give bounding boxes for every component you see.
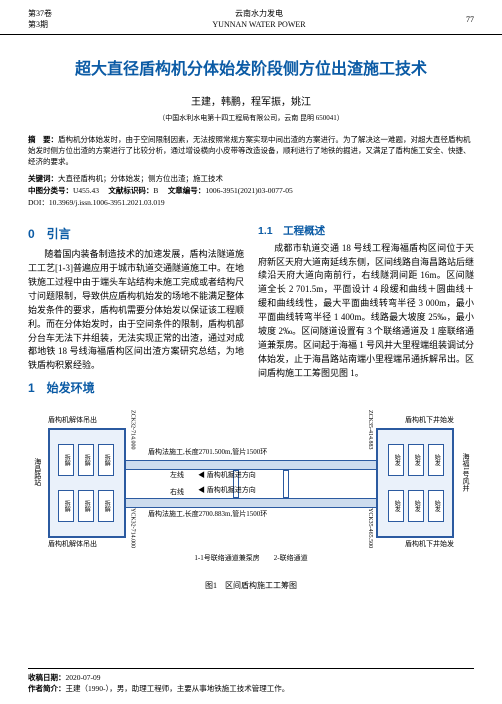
right-column: 1.1 工程概述 成都市轨道交通 18 号线工程海福盾构区间位于天府新区天府大道… bbox=[258, 219, 474, 402]
dir-2-text: 盾构机掘进方向 bbox=[207, 486, 256, 494]
author-bio: 王建（1990-），男，助理工程师，主要从事地铁施工技术管理工作。 bbox=[66, 684, 290, 693]
right-inner-1: 始发 bbox=[428, 444, 444, 476]
header-journal: 云南水力发电 YUNNAN WATER POWER bbox=[212, 8, 305, 30]
figure-legend: 1-1号联络通道兼泵房 2-联络通道 bbox=[28, 554, 474, 564]
section-1-title: 1 始发环境 bbox=[28, 379, 244, 398]
right-inner-2: 始发 bbox=[408, 444, 424, 476]
left-inner-5: 拆解 bbox=[78, 490, 94, 522]
received-date: 2020-07-09 bbox=[66, 673, 101, 682]
meta-block: 关键词：大直径盾构机；分体始发；侧方位出渣；施工技术 中图分类号：U455.43… bbox=[28, 173, 474, 209]
left-inner-4: 拆解 bbox=[58, 490, 74, 522]
arrow-left-line: 左线 bbox=[170, 471, 184, 481]
article-title: 超大直径盾构机分体始发阶段侧方位出渣施工技术 bbox=[28, 59, 474, 81]
y-top-left: ZCK32-714.000 bbox=[128, 410, 136, 450]
volume: 第37卷 bbox=[28, 8, 52, 19]
left-column: 0 引言 随着国内装备制造技术的加速发展，盾构法隧道施工工艺[1-3]普遍应用于… bbox=[28, 219, 244, 402]
station-left-name: 海昌路站 bbox=[32, 458, 42, 486]
received-label: 收稿日期： bbox=[28, 673, 66, 682]
footer: 收稿日期：2020-07-09 作者简介：王建（1990-），男，助理工程师，主… bbox=[28, 668, 474, 694]
tunnel-bottom-label: 盾构法施工,长度2700.883m,管片1500环 bbox=[148, 510, 267, 520]
journal-cn: 云南水力发电 bbox=[212, 8, 305, 19]
y-bot-left: YCK32-714.000 bbox=[128, 508, 136, 548]
figure-1: 拆解 拆解 拆解 拆解 拆解 拆解 始发 始发 始发 始发 始发 始发 盾构机解… bbox=[28, 408, 474, 578]
keywords: 大直径盾构机；分体始发；侧方位出渣；施工技术 bbox=[58, 174, 223, 183]
figure-caption: 图1 区间盾构施工工筹图 bbox=[0, 580, 502, 591]
left-top-label: 盾构机解体吊出 bbox=[48, 416, 97, 426]
right-top-label: 盾构机下井始发 bbox=[405, 416, 454, 426]
journal-en: YUNNAN WATER POWER bbox=[212, 19, 305, 30]
page-number: 77 bbox=[466, 14, 474, 25]
left-inner-6: 拆解 bbox=[98, 490, 114, 522]
left-inner-2: 拆解 bbox=[78, 444, 94, 476]
y-top-right: ZCK35-414.883 bbox=[366, 410, 374, 450]
doccode: B bbox=[153, 186, 158, 195]
section-0-title: 0 引言 bbox=[28, 225, 244, 244]
articleid-label: 文章编号： bbox=[168, 186, 206, 195]
left-inner-3: 拆解 bbox=[98, 444, 114, 476]
issue: 第3期 bbox=[28, 19, 52, 30]
abstract-label: 摘 要： bbox=[28, 135, 58, 144]
articleid: 1006-3951(2021)03-0077-05 bbox=[205, 186, 293, 195]
y-bot-right: YCK35-465.500 bbox=[366, 508, 374, 548]
clc-label: 中图分类号： bbox=[28, 186, 73, 195]
clc: U455.43 bbox=[73, 186, 99, 195]
page-header: 第37卷 第3期 云南水力发电 YUNNAN WATER POWER 77 bbox=[0, 0, 502, 35]
tunnel-top bbox=[126, 460, 376, 470]
section-0-body: 随着国内装备制造技术的加速发展，盾构法隧道施工工艺[1-3]普遍应用于城市轨道交… bbox=[28, 248, 244, 373]
abstract-text: 盾构机分体始发时，由于空间限制因素，无法按照常规方案实现中间出渣的方案进行。为了… bbox=[28, 135, 471, 167]
dir-1: ◀ 盾构机掘进方向 bbox=[198, 471, 256, 481]
keywords-label: 关键词： bbox=[28, 174, 58, 183]
left-bottom-label: 盾构机解体吊出 bbox=[48, 540, 97, 550]
dir-2: ◀ 盾构机掘进方向 bbox=[198, 486, 256, 496]
right-inner-5: 始发 bbox=[408, 490, 424, 522]
right-inner-6: 始发 bbox=[388, 490, 404, 522]
author-bio-label: 作者简介： bbox=[28, 684, 66, 693]
right-inner-4: 始发 bbox=[428, 490, 444, 522]
title-block: 超大直径盾构机分体始发阶段侧方位出渣施工技术 王建，韩鹏，程军振，姚江 （中国水… bbox=[28, 59, 474, 123]
body-columns: 0 引言 随着国内装备制造技术的加速发展，盾构法隧道施工工艺[1-3]普遍应用于… bbox=[28, 219, 474, 402]
station-right-name: 海福1号风井 bbox=[460, 453, 470, 492]
dir-1-text: 盾构机掘进方向 bbox=[207, 471, 256, 479]
cross-2 bbox=[283, 470, 289, 498]
tunnel-bottom bbox=[126, 498, 376, 508]
tunnel-top-label: 盾构法施工,长度2701.500m,管片1500环 bbox=[148, 448, 267, 458]
header-volume-issue: 第37卷 第3期 bbox=[28, 8, 52, 30]
abstract-block: 摘 要：盾构机分体始发时，由于空间限制因素，无法按照常规方案实现中间出渣的方案进… bbox=[28, 134, 474, 168]
section-1-1-body: 成都市轨道交通 18 号线工程海福盾构区间位于天府新区天府大道南延线东侧，区间线… bbox=[258, 242, 474, 381]
arrow-right-line: 右线 bbox=[170, 488, 184, 498]
doi: DOI：10.3969/j.issn.1006-3951.2021.03.019 bbox=[28, 197, 474, 209]
left-inner-1: 拆解 bbox=[58, 444, 74, 476]
right-bottom-label: 盾构机下井始发 bbox=[405, 540, 454, 550]
right-inner-3: 始发 bbox=[388, 444, 404, 476]
affiliation: （中国水利水电第十四工程局有限公司，云南 昆明 650041） bbox=[28, 114, 474, 124]
section-1-1-title: 1.1 工程概述 bbox=[258, 223, 474, 239]
doccode-label: 文献标识码： bbox=[108, 186, 153, 195]
authors: 王建，韩鹏，程军振，姚江 bbox=[28, 96, 474, 110]
